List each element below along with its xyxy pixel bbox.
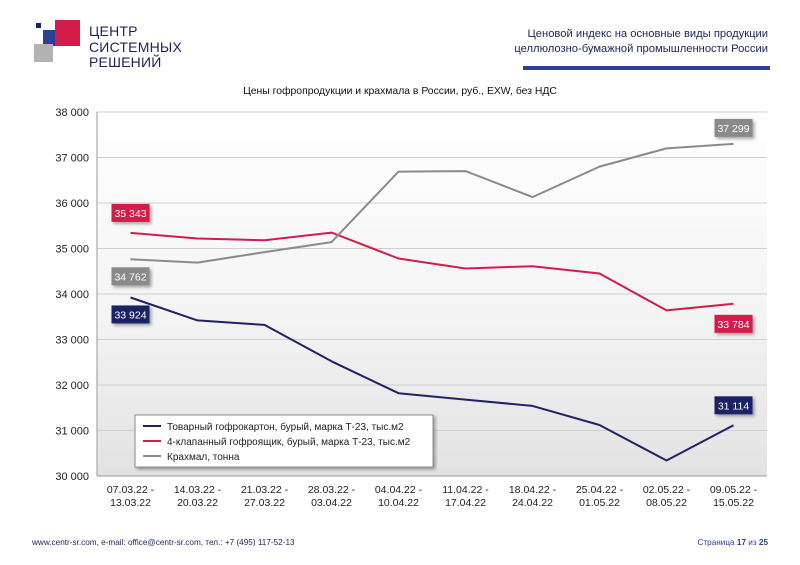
x-tick-label: 03.04.22 [311, 497, 352, 509]
x-tick-label: 17.04.22 [445, 497, 486, 509]
logo-line-3: РЕШЕНИЙ [89, 54, 162, 70]
series-2-last-label-box [714, 314, 753, 333]
series-3-first-label-box [111, 267, 150, 286]
series-2-first-label: 35 343 [114, 208, 146, 220]
logo-line-1: ЦЕНТР [89, 23, 138, 39]
y-tick-label: 37 000 [55, 153, 89, 165]
series-3-first-label: 34 762 [114, 271, 146, 283]
x-tick-label: 18.04.22 - [509, 484, 557, 496]
footer-page-number: Страница 17 из 25 [698, 538, 769, 547]
page-total: 25 [758, 538, 768, 547]
logo-text: ЦЕНТР СИСТЕМНЫХ РЕШЕНИЙ [89, 23, 183, 71]
page-of: из [748, 538, 757, 547]
legend-label-3: Крахмал, тонна [167, 452, 240, 463]
series-line-3 [130, 142, 734, 264]
company-logo: ЦЕНТР СИСТЕМНЫХ РЕШЕНИЙ [34, 18, 194, 78]
y-tick-label: 35 000 [55, 244, 89, 256]
x-tick-label: 20.03.22 [177, 497, 218, 509]
series-1-first-label-box [111, 305, 150, 324]
x-tick-label: 27.03.22 [244, 497, 285, 509]
x-tick-label: 01.05.22 [579, 497, 620, 509]
series-1-last-label-box [714, 396, 753, 415]
y-tick-label: 34 000 [55, 289, 89, 301]
series-line-1 [130, 296, 734, 462]
series-3-last-label-box [714, 118, 753, 137]
x-tick-label: 08.05.22 [646, 497, 687, 509]
x-tick-label: 11.04.22 - [442, 484, 489, 496]
report-title-line-1: Ценовой индекс на основные виды продукци… [527, 28, 768, 40]
logo-line-2: СИСТЕМНЫХ [89, 38, 183, 55]
x-tick-label: 10.04.22 [378, 497, 419, 509]
report-title: Ценовой индекс на основные виды продукци… [514, 27, 768, 57]
report-title-line-2: целлюлозно-бумажной промышленности Росси… [514, 43, 768, 55]
x-tick-label: 14.03.22 - [174, 484, 222, 496]
series-2-last-label: 33 784 [717, 319, 749, 331]
x-tick-label: 21.03.22 - [241, 484, 289, 496]
logo-square-navy-small [36, 23, 41, 28]
chart-title: Цены гофропродукции и крахмала в России,… [243, 86, 557, 97]
x-tick-label: 15.05.22 [713, 497, 754, 509]
legend-label-1: Товарный гофрокартон, бурый, марка Т-23,… [167, 421, 404, 433]
x-tick-label: 02.05.22 - [643, 484, 691, 496]
series-2-first-label-box [111, 203, 150, 222]
series-1-first-label: 33 924 [114, 309, 146, 321]
x-tick-label: 04.04.22 - [375, 484, 423, 496]
series-line-2 [130, 231, 734, 312]
chart-legend [134, 414, 434, 468]
y-tick-label: 31 000 [55, 426, 89, 438]
x-tick-label: 24.04.22 [512, 497, 553, 509]
x-tick-label: 07.03.22 - [107, 484, 155, 496]
series-3-last-label: 37 299 [717, 123, 749, 135]
logo-square-gray [34, 44, 53, 62]
y-tick-label: 30 000 [55, 471, 89, 483]
page-current: 17 [736, 538, 746, 547]
logo-square-red [55, 20, 80, 46]
x-tick-label: 13.03.22 [110, 497, 151, 509]
y-tick-label: 33 000 [55, 335, 89, 347]
x-tick-label: 09.05.22 - [710, 484, 758, 496]
footer-contacts: www.centr-sr.com, e-mail: office@centr-s… [32, 538, 295, 547]
legend-label-2: 4-клапанный гофроящик, бурый, марка Т-23… [167, 436, 411, 448]
x-tick-label: 28.03.22 - [308, 484, 356, 496]
y-tick-label: 32 000 [55, 380, 89, 392]
x-tick-label: 25.04.22 - [576, 484, 624, 496]
y-tick-label: 38 000 [55, 107, 89, 119]
header-accent-bar [523, 66, 770, 70]
y-tick-label: 36 000 [55, 198, 89, 210]
page-word: Страница [697, 538, 735, 547]
series-1-last-label: 31 114 [718, 400, 749, 412]
